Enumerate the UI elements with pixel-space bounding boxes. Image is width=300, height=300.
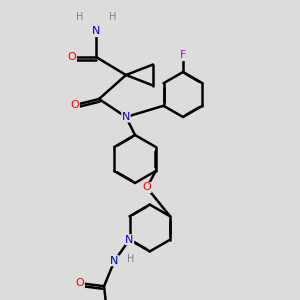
Text: O: O xyxy=(68,52,76,62)
Text: O: O xyxy=(76,278,84,288)
Text: N: N xyxy=(110,256,119,266)
Text: H: H xyxy=(109,11,116,22)
Text: O: O xyxy=(70,100,80,110)
Text: H: H xyxy=(127,254,135,264)
Text: O: O xyxy=(142,182,151,193)
Text: N: N xyxy=(92,26,100,37)
Text: N: N xyxy=(125,235,134,245)
Text: F: F xyxy=(180,50,186,61)
Text: H: H xyxy=(76,11,83,22)
Text: N: N xyxy=(122,112,130,122)
